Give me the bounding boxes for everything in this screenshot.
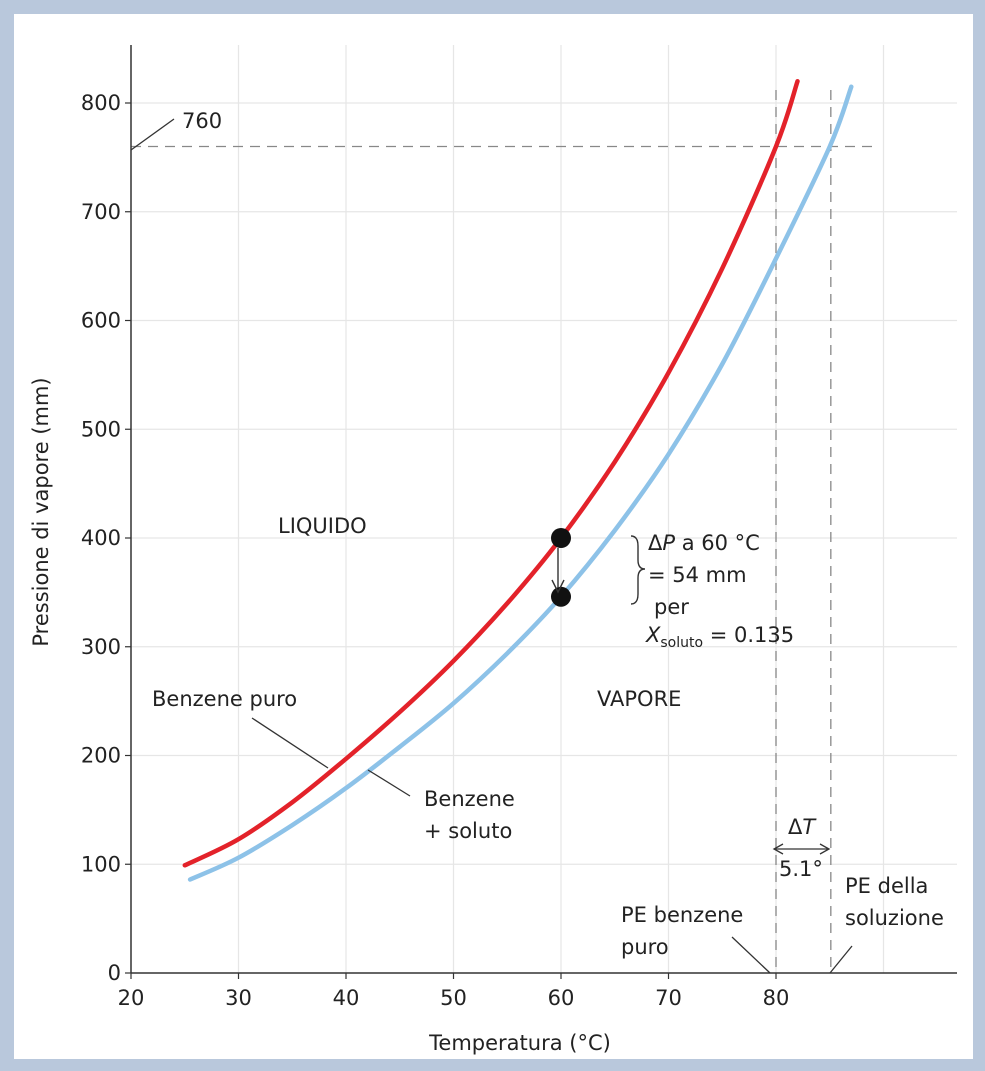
vapore-label: VAPORE — [597, 687, 681, 711]
point-pure-benzene-60c — [551, 528, 571, 548]
delta-p-brace — [630, 535, 646, 605]
x-tick-label: 80 — [763, 986, 790, 1010]
y-tick-label: 500 — [81, 417, 121, 441]
benzene-puro-label: Benzene puro — [152, 687, 297, 711]
x-axis-title: Temperatura (°C) — [428, 1031, 611, 1055]
y-tick-label: 800 — [81, 91, 121, 115]
benzene-soluto-leader — [367, 769, 411, 797]
y-tick-label: 200 — [81, 744, 121, 768]
x-soluto-line: Xsoluto = 0.135 — [645, 623, 794, 651]
y-tick-label: 100 — [81, 852, 121, 876]
delta-p-line-1: ΔP a 60 °C — [648, 531, 760, 555]
point-solution-60c — [551, 586, 571, 607]
y-tick-label: 0 — [108, 961, 121, 985]
grid — [131, 45, 957, 973]
pe-soluzione-leader — [829, 945, 853, 974]
x-tick-label: 40 — [333, 986, 360, 1010]
pe-puro-label-2: puro — [621, 935, 669, 959]
benzene-soluto-label-1: Benzene — [424, 787, 515, 811]
y-tick-label: 700 — [81, 200, 121, 224]
p760-label: 760 — [182, 109, 222, 133]
p760-leader — [130, 118, 175, 151]
liquido-label: LIQUIDO — [278, 514, 367, 538]
delta-t-value: 5.1° — [779, 857, 823, 881]
delta-t-arrowhead-left — [772, 843, 784, 855]
delta-p-line-2: = 54 mm — [648, 563, 747, 587]
pe-puro-label-1: PE benzene — [621, 903, 743, 927]
pe-puro-leader — [731, 936, 771, 974]
delta-p-line-3: per — [654, 595, 689, 619]
y-tick-label: 400 — [81, 526, 121, 550]
axes — [125, 45, 957, 979]
plot-panel — [14, 14, 973, 1059]
x-tick-label: 50 — [440, 986, 467, 1010]
x-tick-label: 30 — [225, 986, 252, 1010]
y-axis-title: Pressione di vapore (mm) — [29, 377, 53, 646]
benzene-soluto-label-2: + soluto — [424, 819, 512, 843]
series-benzene-puro — [182, 79, 800, 868]
data-points — [551, 528, 571, 607]
y-tick-label: 600 — [81, 309, 121, 333]
x-tick-label: 20 — [118, 986, 145, 1010]
x-tick-label: 60 — [548, 986, 575, 1010]
x-tick-label: 70 — [655, 986, 682, 1010]
delta-t-label: ΔT — [788, 815, 817, 839]
delta-p-arrowhead — [551, 579, 565, 594]
delta-t-arrowhead-right — [819, 843, 831, 855]
benzene-puro-leader — [251, 717, 329, 769]
pe-soluzione-label-2: soluzione — [845, 906, 944, 930]
reference-lines — [131, 90, 876, 973]
y-tick-label: 300 — [81, 635, 121, 659]
pe-soluzione-label-1: PE della — [845, 874, 928, 898]
